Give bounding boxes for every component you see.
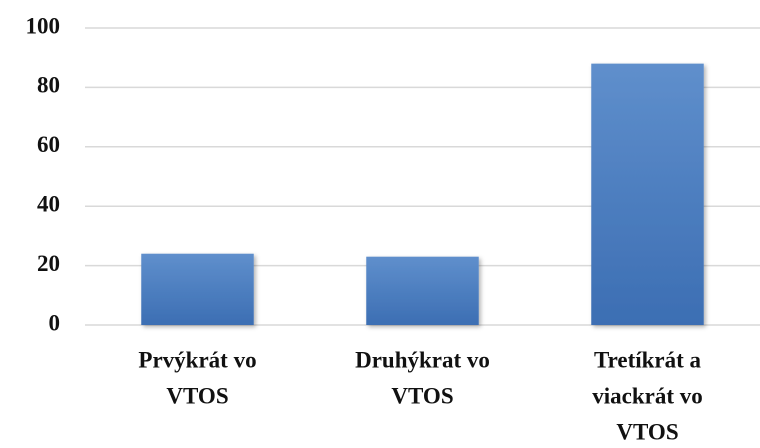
- x-tick-label: Tretíkrát a: [594, 347, 702, 372]
- x-tick-label: viackrát vo: [592, 383, 703, 408]
- y-tick-label: 40: [37, 191, 60, 216]
- x-tick-label: Prvýkrát vo: [138, 347, 256, 372]
- x-tick-label: VTOS: [391, 383, 453, 408]
- y-tick-label: 80: [37, 73, 60, 98]
- x-tick-label: VTOS: [616, 419, 678, 444]
- y-tick-label: 20: [37, 251, 60, 276]
- y-tick-label: 100: [26, 13, 61, 38]
- x-tick-label: VTOS: [166, 383, 228, 408]
- bar: [591, 63, 704, 325]
- bar: [141, 253, 254, 325]
- bar: [366, 256, 479, 325]
- y-tick-label: 60: [37, 132, 60, 157]
- y-tick-label: 0: [49, 310, 61, 335]
- x-tick-label: Druhýkrat vo: [355, 347, 490, 372]
